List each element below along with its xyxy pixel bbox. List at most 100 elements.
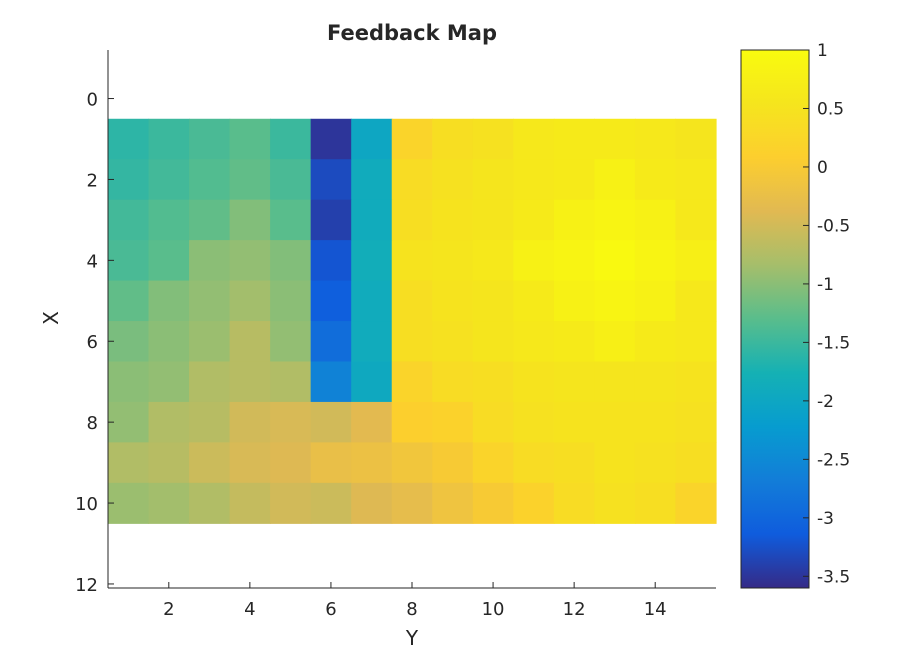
heatmap-cell bbox=[351, 159, 393, 201]
heatmap-cell bbox=[310, 401, 352, 443]
heatmap-cell bbox=[148, 199, 190, 241]
x-tick-label: 6 bbox=[325, 599, 336, 620]
heatmap-cell bbox=[594, 401, 636, 443]
heatmap-cell bbox=[675, 199, 717, 241]
heatmap-cells bbox=[108, 118, 717, 524]
heatmap-cell bbox=[229, 321, 271, 363]
heatmap-cell bbox=[270, 240, 312, 282]
heatmap-cell bbox=[189, 482, 231, 524]
y-tick-label: 4 bbox=[87, 251, 98, 272]
heatmap-cell bbox=[270, 361, 312, 403]
heatmap-cell bbox=[675, 401, 717, 443]
colorbar-tick-label: 0 bbox=[817, 158, 828, 178]
heatmap-cell bbox=[148, 118, 190, 160]
heatmap-cell bbox=[189, 321, 231, 363]
heatmap-cell bbox=[675, 442, 717, 484]
heatmap-cell bbox=[310, 482, 352, 524]
heatmap-cell bbox=[108, 199, 150, 241]
heatmap-cell bbox=[594, 482, 636, 524]
heatmap-cell bbox=[675, 118, 717, 160]
heatmap-cell bbox=[472, 482, 514, 524]
heatmap-cell bbox=[310, 442, 352, 484]
heatmap-cell bbox=[553, 361, 595, 403]
heatmap-cell bbox=[513, 321, 555, 363]
heatmap-cell bbox=[351, 321, 393, 363]
colorbar bbox=[740, 49, 810, 589]
x-tick-label: 8 bbox=[406, 599, 417, 620]
colorbar-tick-label: -1.5 bbox=[817, 333, 850, 353]
heatmap-cell bbox=[553, 240, 595, 282]
heatmap-cell bbox=[634, 240, 677, 282]
heatmap-cell bbox=[594, 361, 636, 403]
heatmap-cell bbox=[391, 401, 433, 443]
heatmap-cell bbox=[351, 280, 393, 322]
heatmap-cell bbox=[351, 361, 393, 403]
heatmap-cell bbox=[472, 321, 514, 363]
heatmap-cell bbox=[351, 482, 393, 524]
x-tick-label: 2 bbox=[163, 599, 174, 620]
heatmap-cell bbox=[108, 482, 150, 524]
heatmap-cell bbox=[634, 361, 677, 403]
heatmap-cell bbox=[148, 159, 190, 201]
heatmap-cell bbox=[310, 199, 352, 241]
y-axis-label: X bbox=[39, 311, 63, 325]
heatmap-cell bbox=[108, 442, 150, 484]
heatmap-cell bbox=[310, 118, 352, 160]
x-axis-label: Y bbox=[405, 626, 419, 650]
heatmap-cell bbox=[432, 442, 474, 484]
heatmap-cell bbox=[310, 280, 352, 322]
heatmap-cell bbox=[189, 159, 231, 201]
y-tick-label: 0 bbox=[87, 90, 98, 111]
heatmap-cell bbox=[229, 159, 271, 201]
heatmap-cell bbox=[351, 118, 393, 160]
heatmap-cell bbox=[472, 401, 514, 443]
heatmap-cell bbox=[148, 280, 190, 322]
heatmap-cell bbox=[634, 118, 677, 160]
heatmap-cell bbox=[634, 442, 677, 484]
heatmap-cell bbox=[432, 199, 474, 241]
heatmap-cell bbox=[229, 118, 271, 160]
heatmap-cell bbox=[108, 361, 150, 403]
colorbar-tick-label: 0.5 bbox=[817, 99, 844, 119]
heatmap-cell bbox=[229, 280, 271, 322]
heatmap-cell bbox=[472, 361, 514, 403]
heatmap-cell bbox=[351, 240, 393, 282]
heatmap-cell bbox=[513, 159, 555, 201]
y-tick-label: 2 bbox=[87, 170, 98, 191]
x-tick-label: 12 bbox=[563, 599, 586, 620]
colorbar-tick-label: 1 bbox=[817, 41, 828, 61]
heatmap-cell bbox=[513, 401, 555, 443]
heatmap-cell bbox=[634, 280, 677, 322]
heatmap-cell bbox=[594, 199, 636, 241]
heatmap-cell bbox=[472, 118, 514, 160]
heatmap-cell bbox=[553, 280, 595, 322]
heatmap-cell bbox=[553, 442, 595, 484]
heatmap-cell bbox=[229, 482, 271, 524]
heatmap-cell bbox=[513, 118, 555, 160]
axes bbox=[107, 50, 716, 589]
heatmap-cell bbox=[310, 321, 352, 363]
heatmap-cell bbox=[472, 199, 514, 241]
heatmap-cell bbox=[432, 482, 474, 524]
x-tick-labels: 2 4 6 8 10 12 14 bbox=[163, 599, 667, 620]
heatmap-cell bbox=[553, 321, 595, 363]
heatmap-cell bbox=[270, 482, 312, 524]
heatmap-cell bbox=[472, 159, 514, 201]
heatmap-cell bbox=[108, 280, 150, 322]
heatmap-cell bbox=[513, 361, 555, 403]
heatmap-cell bbox=[189, 401, 231, 443]
heatmap-cell bbox=[270, 442, 312, 484]
heatmap-cell bbox=[148, 240, 190, 282]
heatmap-cell bbox=[513, 240, 555, 282]
colorbar-tick-label: -2.5 bbox=[817, 450, 850, 470]
heatmap-cell bbox=[634, 482, 677, 524]
heatmap-cell bbox=[634, 159, 677, 201]
heatmap-cell bbox=[229, 401, 271, 443]
y-tick-label: 12 bbox=[75, 575, 98, 596]
heatmap-cell bbox=[553, 199, 595, 241]
heatmap-cell bbox=[229, 361, 271, 403]
heatmap-cell bbox=[189, 442, 231, 484]
y-tick-label: 6 bbox=[87, 332, 98, 353]
heatmap-cell bbox=[270, 280, 312, 322]
heatmap-cell bbox=[432, 159, 474, 201]
